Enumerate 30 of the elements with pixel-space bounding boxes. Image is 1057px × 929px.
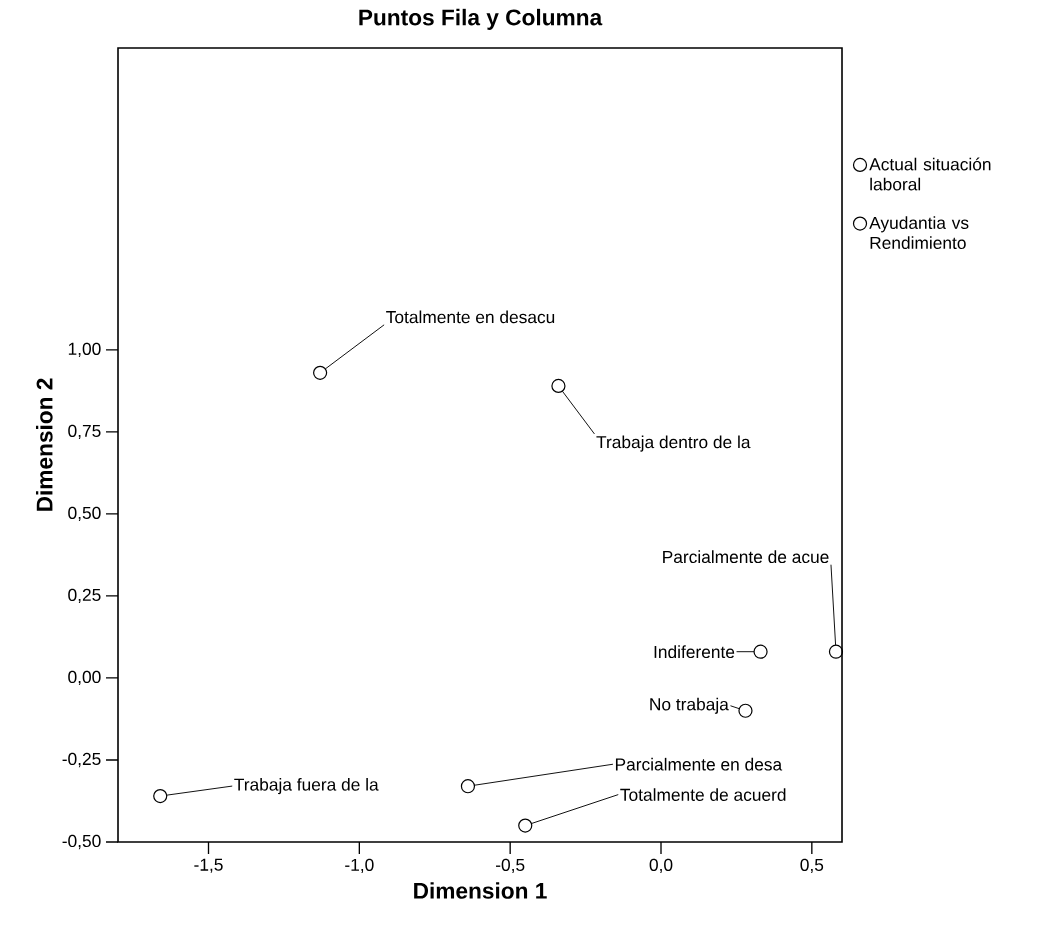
point [753, 644, 768, 659]
y-tick-label: -0,25 [62, 752, 101, 768]
annotation: No trabaja [650, 697, 729, 714]
chart-title: Puntos Fila y Columna [359, 8, 603, 30]
y-axis-title: Dimension 2 [35, 378, 53, 511]
point [828, 644, 844, 659]
y-tick-label: 0,75 [68, 424, 101, 440]
y-tick-label: 0,50 [68, 506, 101, 522]
x-tick-label: -1,0 [345, 858, 374, 874]
x-axis-title: Dimension 1 [414, 882, 547, 899]
legend-label: Actual situación laboral [869, 157, 991, 191]
y-tick-label: -0,50 [62, 834, 101, 850]
x-tick-label: -1,5 [194, 858, 223, 873]
annotation: Totalmente en desacu [386, 310, 555, 324]
point [313, 365, 328, 380]
point [738, 703, 753, 718]
annotation: Indiferente [654, 645, 735, 659]
y-tick-label: 0,00 [68, 670, 101, 686]
annotation: Trabaja fuera de la [234, 777, 379, 795]
annotation: Parcialmente en desa [615, 757, 783, 771]
x-tick-label: 0,5 [800, 858, 824, 874]
y-tick-label: 1,00 [68, 342, 101, 358]
annotation: Totalmente de acuerd [620, 788, 786, 801]
annotation: Trabaja dentro de la [596, 435, 751, 452]
x-tick-label: 0,0 [649, 858, 673, 874]
legend-label: Ayudantia vs Rendimiento [869, 216, 969, 250]
annotation: Parcialmente de acue [663, 550, 829, 564]
point [551, 378, 566, 394]
y-tick-label: 0,25 [68, 588, 101, 604]
x-tick-label: -0,5 [496, 858, 525, 874]
